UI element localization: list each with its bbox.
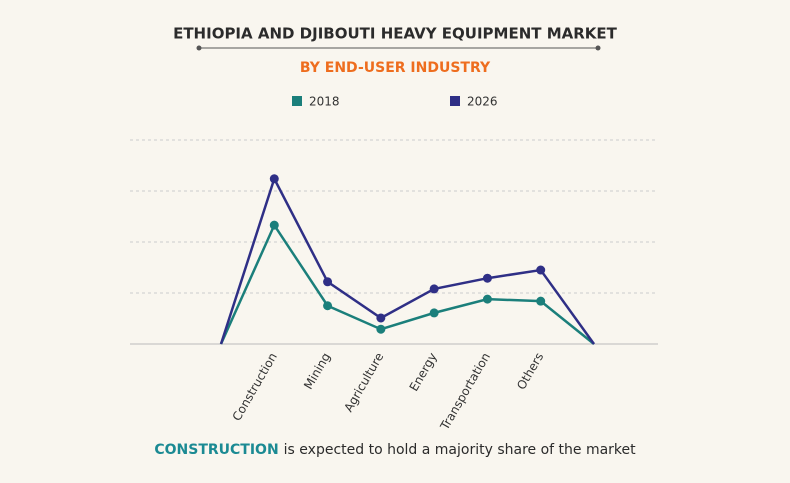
data-point (536, 296, 546, 306)
data-point (536, 265, 546, 275)
data-point (376, 313, 386, 323)
legend-label: 2026 (467, 95, 498, 109)
data-point (269, 174, 279, 184)
footer: CONSTRUCTION is expected to hold a majori… (154, 442, 636, 458)
series-line (219, 222, 595, 345)
footer-highlight: CONSTRUCTION (154, 442, 278, 458)
legend-swatch (292, 96, 302, 106)
legend-label: 2018 (309, 95, 340, 109)
chart-title: ETHIOPIA AND DJIBOUTI HEAVY EQUIPMENT MA… (173, 25, 618, 43)
data-point (429, 284, 439, 294)
data-point (429, 308, 439, 318)
chart-subtitle: BY END-USER INDUSTRY (300, 60, 491, 76)
data-point (482, 294, 492, 304)
data-point (323, 277, 333, 287)
series-line (219, 175, 596, 345)
footer-text: is expected to hold a majority share of … (284, 442, 636, 458)
rule-dot (196, 45, 202, 51)
data-point (269, 220, 279, 230)
legend-swatch (450, 96, 460, 106)
data-point (323, 301, 333, 311)
data-point (376, 324, 386, 334)
data-point (482, 273, 492, 283)
rule-dot (595, 45, 601, 51)
